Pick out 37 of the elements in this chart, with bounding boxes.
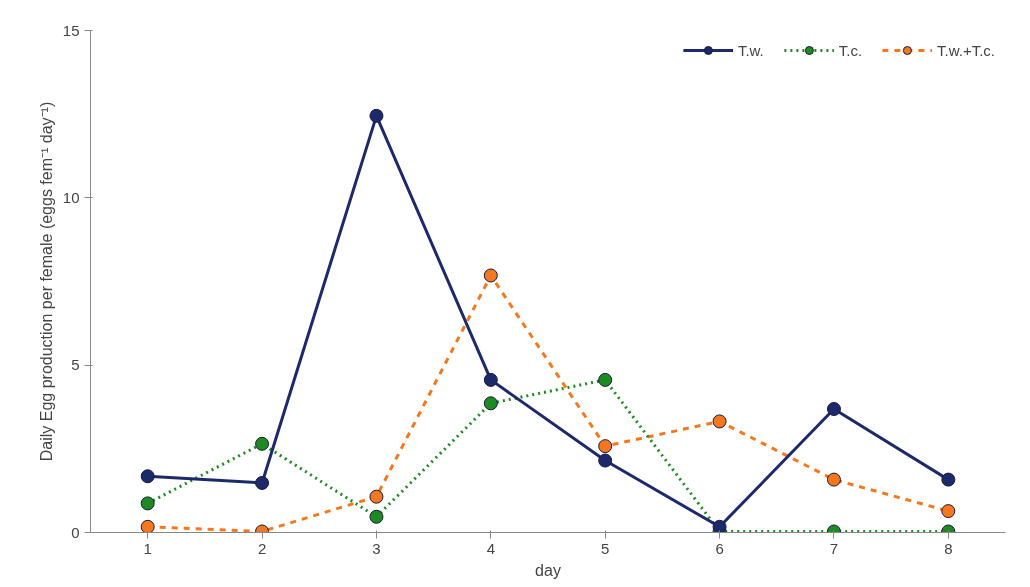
x-tick-label: 6 <box>715 539 724 557</box>
y-tick-label: 5 <box>71 356 80 374</box>
y-tick-label: 0 <box>71 523 80 541</box>
point <box>598 439 613 454</box>
legend-label: T.w.+T.c. <box>937 41 995 59</box>
y-axis-title: Daily Egg production per female (eggs fem⁻¹ day⁻¹) <box>37 101 55 462</box>
point <box>826 402 841 416</box>
point <box>598 453 613 468</box>
x-tick-label: 2 <box>257 539 267 557</box>
point <box>483 396 498 411</box>
x-tick-label: 1 <box>143 539 152 557</box>
point <box>140 519 155 533</box>
x-tick-label: 7 <box>829 539 839 557</box>
point <box>369 108 384 123</box>
point <box>255 436 270 451</box>
legend-label: T.c. <box>838 41 863 59</box>
legend-label: T.w. <box>737 41 764 59</box>
point <box>255 475 270 490</box>
x-tick-label: 5 <box>601 539 610 557</box>
point <box>369 489 384 504</box>
x-axis-title: day <box>535 561 561 579</box>
y-tick-label: 15 <box>62 21 80 39</box>
point <box>826 472 841 487</box>
point <box>483 268 498 283</box>
point <box>483 372 498 387</box>
x-tick-label: 3 <box>372 539 381 557</box>
point <box>140 469 155 484</box>
point <box>941 472 956 487</box>
point <box>598 372 613 387</box>
point <box>941 504 956 519</box>
x-tick-label: 8 <box>944 539 953 557</box>
point <box>369 509 384 524</box>
point <box>712 414 727 429</box>
point <box>712 519 727 533</box>
y-tick-label: 10 <box>62 188 80 206</box>
point <box>140 496 155 511</box>
x-tick-label: 4 <box>486 539 495 557</box>
